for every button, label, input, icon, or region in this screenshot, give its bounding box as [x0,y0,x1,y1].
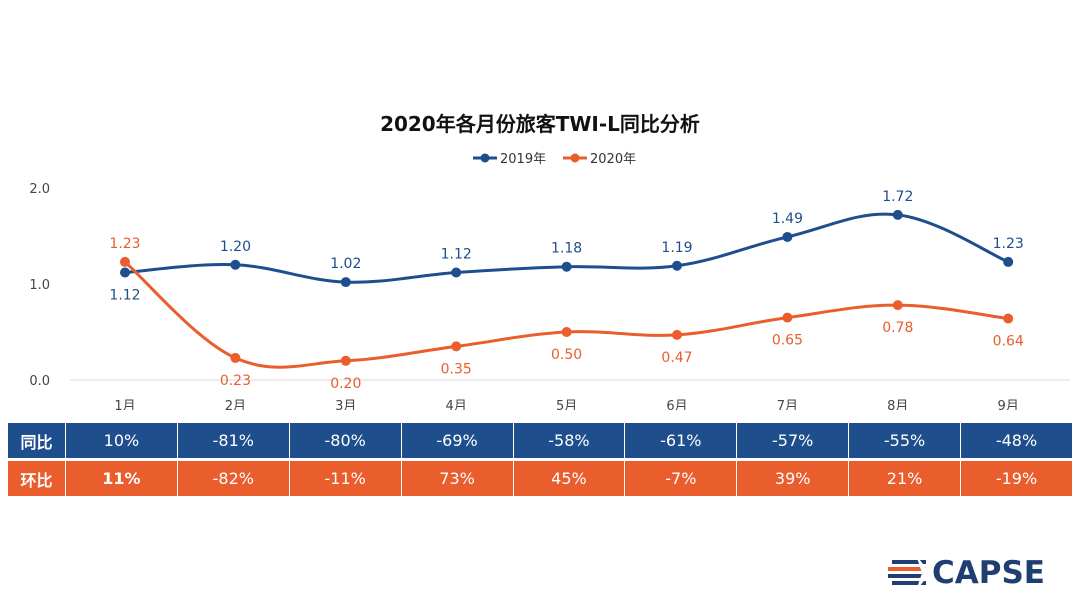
x-tick-label: 6月 [666,399,687,410]
table-cell: -58% [513,423,626,461]
table-row-mom: 环比 11% -82% -11% 73% 45% -7% 39% 21% -19… [8,459,1073,499]
legend: 2019年 2020年 [473,152,636,167]
data-label: 1.12 [109,287,140,303]
legend-label-2019: 2019年 [500,152,546,167]
data-label: 0.20 [330,376,361,392]
data-label: 0.50 [551,347,582,363]
data-label: 1.49 [772,211,803,227]
legend-marker-2020 [570,153,580,163]
capse-logo-icon [888,555,930,591]
series-2020: 1.23 0.23 0.20 0.35 0.50 0.47 0.65 0.78 0.64 [109,236,1023,392]
table-row-yoy: 同比 10% -81% -80% -69% -58% -61% -57% -55… [8,423,1073,461]
data-point [451,341,462,352]
data-point [672,260,682,271]
logo-text: CAPSE [932,555,1045,591]
row-label-yoy: 同比 [8,423,66,461]
data-point [340,355,351,366]
x-tick-label: 9月 [998,399,1019,410]
data-label: 1.19 [661,240,692,256]
line-chart: 2020年各月份旅客TWI-L同比分析 2019年 2020年 0.0 1.0 … [29,112,1070,410]
data-point [561,261,572,272]
data-point [672,329,682,340]
comparison-table: 同比 10% -81% -80% -69% -58% -61% -57% -55… [8,423,1073,499]
data-point [1003,256,1014,267]
data-label: 1.20 [220,239,251,255]
x-tick-label: 1月 [114,399,135,410]
data-point [782,312,793,323]
data-label: 1.02 [330,256,361,272]
x-axis-ticks: 1月 2月 3月 4月 5月 6月 7月 8月 9月 [114,399,1018,410]
table-cell: -11% [289,459,402,499]
data-point [892,209,903,220]
data-point [230,352,241,363]
data-point [230,259,241,270]
y-axis: 0.0 1.0 2.0 [29,182,50,389]
data-label: 1.23 [109,236,140,252]
y-tick-label: 1.0 [29,278,50,293]
table-cell: 45% [513,459,626,499]
data-point [782,231,793,242]
chart-title: 2020年各月份旅客TWI-L同比分析 [380,112,700,136]
x-tick-label: 3月 [335,399,356,410]
table-cell: -48% [960,423,1073,461]
data-label: 1.18 [551,241,582,257]
data-label: 1.12 [441,246,472,262]
data-point [120,267,130,278]
table-cell: 73% [401,459,514,499]
data-point [892,300,903,311]
x-tick-label: 5月 [556,399,577,410]
row-label-mom: 环比 [8,459,66,499]
data-point [561,327,572,337]
table-cell: -80% [289,423,402,461]
table-cell: 11% [65,459,178,499]
legend-label-2020: 2020年 [590,152,636,167]
data-label: 0.78 [882,320,913,336]
data-point [1003,313,1014,324]
x-tick-label: 4月 [446,399,467,410]
table-cell: -55% [848,423,961,461]
data-label: 1.23 [993,236,1024,252]
x-tick-label: 7月 [777,399,798,410]
data-label: 0.35 [441,361,472,377]
y-tick-label: 2.0 [29,182,50,197]
table-cell: -19% [960,459,1073,499]
table-cell: 39% [736,459,850,499]
table-cell: 21% [848,459,961,499]
y-tick-label: 0.0 [29,374,50,389]
table-cell: -82% [177,459,290,499]
capse-logo: CAPSE [888,553,1072,593]
series-2019: 1.12 1.20 1.02 1.12 1.18 1.19 1.49 1.72 1.23 [109,189,1023,304]
table-cell: -7% [624,459,738,499]
data-point [451,267,462,278]
legend-marker-2019 [480,153,490,163]
data-label: 0.64 [993,334,1024,350]
data-point [340,277,351,288]
x-tick-label: 8月 [887,399,908,410]
data-label: 1.72 [882,189,913,205]
data-label: 0.23 [220,373,251,389]
data-point [120,256,130,267]
data-label: 0.65 [772,333,803,349]
x-tick-label: 2月 [225,399,246,410]
data-label: 0.47 [661,350,692,366]
table-cell: 10% [65,423,178,461]
table-cell: -61% [624,423,738,461]
table-cell: -69% [401,423,514,461]
table-cell: -81% [177,423,290,461]
table-cell: -57% [736,423,850,461]
